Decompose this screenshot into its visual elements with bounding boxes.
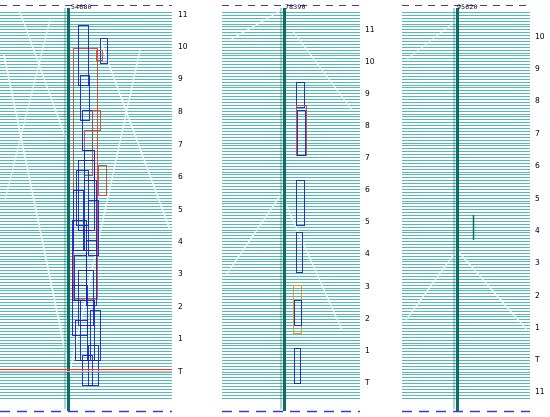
moveout-streak [456, 249, 528, 331]
moveout-streak [4, 19, 51, 201]
panel-1-tick: 9 [178, 74, 183, 83]
detection-box [73, 48, 98, 299]
detection-box [294, 300, 302, 326]
panel-1-tick: 4 [178, 237, 183, 246]
detection-box [84, 150, 95, 181]
panel-3-tick: 7 [535, 129, 540, 138]
detection-box [296, 82, 305, 108]
seismic-panel-3: 95620 10 9 8 7 6 5 4 3 2 1 T 11 [402, 0, 550, 417]
panel-2-tick: 4 [365, 249, 370, 258]
panel-1-tick: 3 [178, 269, 183, 278]
panel-1-tick: 10 [178, 42, 188, 51]
panel-1-id-label: 54680 [71, 3, 92, 11]
detection-box [92, 110, 101, 131]
trace-canvas-2 [222, 5, 360, 413]
source-trace [283, 8, 286, 411]
panel-2-tick: 10 [365, 57, 375, 66]
panel-3-tick: T [535, 355, 540, 364]
detection-box [297, 110, 306, 156]
detection-box [78, 25, 89, 86]
moveout-streak [229, 9, 283, 41]
detection-box [96, 50, 103, 61]
moveout-streak [19, 11, 71, 151]
panel-1-tick: 5 [178, 205, 183, 214]
moveout-streak [67, 49, 141, 381]
detection-box [100, 38, 108, 64]
moveout-streak [283, 199, 343, 331]
panel-2-tick: T [365, 378, 370, 387]
moveout-streak [99, 39, 171, 231]
panel-1-tick: 7 [178, 140, 183, 149]
detection-box [296, 232, 303, 273]
detection-box [75, 320, 88, 361]
detection-box [78, 270, 94, 326]
moveout-streak [225, 189, 285, 276]
panel-1-tick: 1 [178, 334, 183, 343]
detection-box [80, 75, 90, 121]
panel-3-tick: 3 [535, 258, 540, 267]
detection-box [296, 105, 307, 156]
panel-3-id-label: 95620 [457, 3, 478, 11]
panel-3-tick: 9 [535, 64, 540, 73]
panel-3-tick: 4 [535, 226, 540, 235]
panel-3-tick: 1 [535, 323, 540, 332]
detection-box [98, 165, 107, 196]
panel-2-tick: 3 [365, 282, 370, 291]
moveout-streak [3, 54, 71, 376]
panel-1-tick: 6 [178, 172, 183, 181]
panel-2-tick: 8 [365, 121, 370, 130]
seismic-panel-1: 54680 11 10 9 8 7 6 5 4 3 2 1 T [0, 0, 200, 417]
detection-box [88, 345, 99, 386]
trace-canvas-3 [402, 5, 530, 413]
seismic-traces [402, 12, 530, 399]
moveout-streak [405, 19, 458, 61]
detection-box [72, 285, 88, 336]
panel-2-tick: 1 [365, 346, 370, 355]
panel-2-tick: 6 [365, 185, 370, 194]
panel-2-tick: 7 [365, 153, 370, 162]
source-trace [67, 8, 70, 411]
trace-lines [402, 12, 530, 399]
panel-3-tick: 6 [535, 161, 540, 170]
panel-1-tick: 2 [178, 302, 183, 311]
panel-2-tick: 9 [365, 89, 370, 98]
detection-box [82, 355, 93, 386]
panel-3-tick: 5 [535, 194, 540, 203]
panel-2-tick: 2 [365, 314, 370, 323]
detection-box [294, 348, 301, 384]
panel-1-tick: 8 [178, 107, 183, 116]
trace-canvas-1 [0, 5, 172, 413]
detection-box [88, 200, 99, 256]
detection-box [86, 240, 97, 306]
moveout-streak [405, 249, 458, 321]
source-trace [456, 8, 459, 411]
detection-box [76, 170, 89, 226]
panel-3-tick: 11 [535, 387, 545, 396]
panel-2-tick: 11 [365, 25, 375, 34]
panel-2-id-label: 78390 [285, 3, 306, 11]
moveout-streak [291, 29, 353, 111]
detection-box [296, 180, 305, 226]
seismic-panel-2: 78390 11 10 9 8 7 6 5 4 3 2 1 T [222, 0, 382, 417]
trace-lines [0, 12, 172, 399]
seismic-traces [222, 12, 360, 399]
panel-2-tick: 5 [365, 217, 370, 226]
trace-lines [222, 12, 360, 399]
panel-1-tick: 11 [178, 10, 188, 19]
panel-3-tick: 8 [535, 96, 540, 105]
panel-1-tick: T [178, 367, 183, 376]
detection-box [90, 310, 101, 361]
panel-3-tick: 10 [535, 32, 545, 41]
panel-3-tick: 2 [535, 291, 540, 300]
seismic-traces [0, 12, 172, 399]
